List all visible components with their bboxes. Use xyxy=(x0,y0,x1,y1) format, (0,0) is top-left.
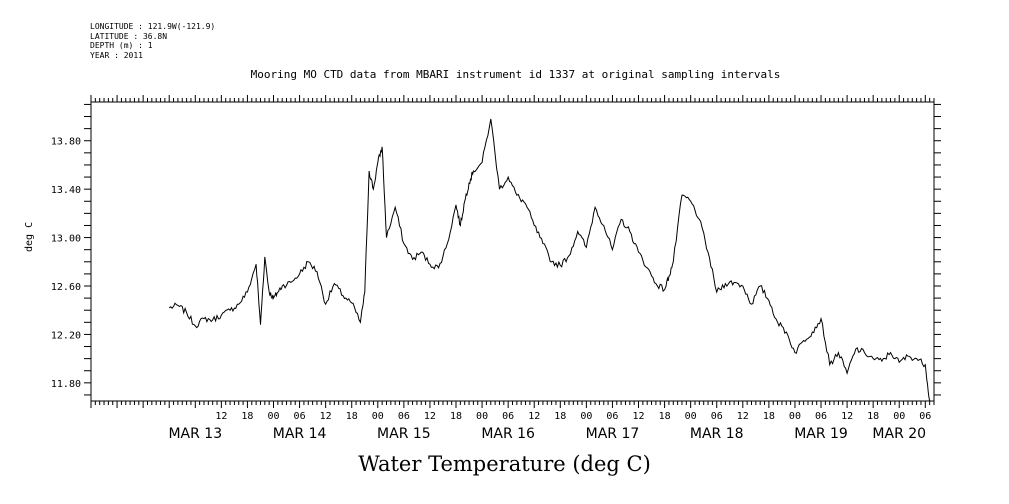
x-day-label: MAR 17 xyxy=(586,426,640,442)
x-hour-label: 18 xyxy=(659,411,671,422)
x-hour-label: 00 xyxy=(580,411,592,422)
latitude-text: LATITUDE : 36.8N xyxy=(90,31,168,41)
y-tick-label: 12.60 xyxy=(51,282,81,293)
longitude-text: LONGITUDE : 121.9W(-121.9) xyxy=(90,22,216,31)
x-day-label: MAR 19 xyxy=(794,426,848,442)
x-axis-label: Water Temperature (deg C) xyxy=(358,452,651,476)
y-tick-label: 13.40 xyxy=(51,185,81,196)
x-hour-label: 06 xyxy=(606,411,618,422)
x-hour-label: 00 xyxy=(893,411,905,422)
x-hour-label: 00 xyxy=(372,411,384,422)
x-hour-label: 06 xyxy=(502,411,514,422)
x-hour-label: 00 xyxy=(789,411,801,422)
x-day-label: MAR 20 xyxy=(872,426,926,442)
plot-frame xyxy=(90,101,935,402)
x-day-label: MAR 14 xyxy=(273,426,327,442)
x-hour-label: 18 xyxy=(346,411,358,422)
y-tick-label: 13.00 xyxy=(51,234,81,245)
x-hour-label: 06 xyxy=(711,411,723,422)
x-day-label: MAR 18 xyxy=(690,426,744,442)
y-tick-label: 12.20 xyxy=(51,330,81,341)
depth-text: DEPTH (m) : 1 xyxy=(90,41,153,50)
x-hour-label: 00 xyxy=(476,411,488,422)
x-hour-label: 12 xyxy=(215,411,227,422)
x-hour-label: 18 xyxy=(450,411,462,422)
x-hour-label: 06 xyxy=(398,411,410,422)
x-hour-label: 18 xyxy=(241,411,253,422)
x-hour-label: 18 xyxy=(554,411,566,422)
metadata-block: LONGITUDE : 121.9W(-121.9) LATITUDE : 36… xyxy=(90,22,215,60)
x-hour-label: 06 xyxy=(919,411,931,422)
x-hour-label: 00 xyxy=(267,411,279,422)
temperature-line xyxy=(168,118,931,402)
x-hour-label: 18 xyxy=(763,411,775,422)
x-hour-label: 06 xyxy=(815,411,827,422)
y-tick-label: 11.80 xyxy=(51,379,81,390)
x-day-label: MAR 13 xyxy=(168,426,222,442)
chart-title: Mooring MO CTD data from MBARI instrumen… xyxy=(250,68,781,81)
x-hour-label: 12 xyxy=(632,411,644,422)
x-hour-label: 12 xyxy=(737,411,749,422)
x-day-label: MAR 15 xyxy=(377,426,431,442)
x-day-label: MAR 16 xyxy=(481,426,535,442)
x-hour-label: 00 xyxy=(685,411,697,422)
x-hour-label: 18 xyxy=(867,411,879,422)
x-hour-label: 12 xyxy=(528,411,540,422)
x-hour-label: 12 xyxy=(424,411,436,422)
x-hour-label: 06 xyxy=(294,411,306,422)
year-text: YEAR : 2011 xyxy=(90,50,143,60)
x-hour-label: 12 xyxy=(841,411,853,422)
y-tick-label: 13.80 xyxy=(51,137,81,148)
x-hour-label: 12 xyxy=(320,411,332,422)
